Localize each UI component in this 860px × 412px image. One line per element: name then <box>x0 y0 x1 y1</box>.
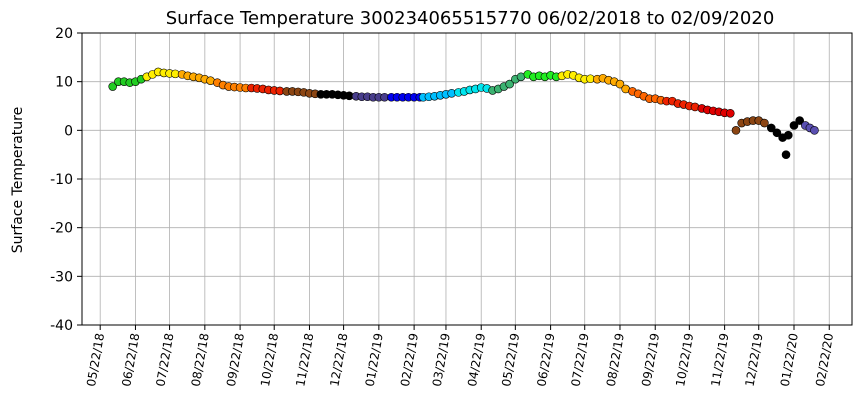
y-axis-label: Surface Temperature <box>10 107 26 253</box>
y-tick-label: 20 <box>55 26 73 42</box>
y-tick-label: -10 <box>50 172 73 188</box>
x-tick-label: 01/22/20 <box>778 332 801 388</box>
y-tick-label: 10 <box>55 75 73 91</box>
point <box>795 116 804 125</box>
y-tick-label: 0 <box>64 123 73 139</box>
point <box>810 126 819 135</box>
x-tick-label: 03/22/19 <box>430 332 453 388</box>
point <box>781 150 791 159</box>
plot-frame <box>81 32 853 326</box>
y-tick-label: -30 <box>50 269 73 285</box>
point <box>505 79 514 89</box>
x-tick-label: 12/22/18 <box>327 332 350 388</box>
point <box>789 121 799 130</box>
point <box>772 128 782 138</box>
y-tick-label: -20 <box>50 221 73 237</box>
x-tick-label: 09/22/19 <box>639 332 662 388</box>
point <box>726 109 735 118</box>
x-tick-label: 08/22/18 <box>189 332 212 388</box>
x-tick-label: 10/22/18 <box>258 332 281 388</box>
x-tick-label: 05/22/18 <box>84 332 107 388</box>
point <box>766 123 776 133</box>
x-tick-label: 09/22/18 <box>224 332 247 388</box>
chart-title: Surface Temperature 300234065515770 06/0… <box>166 8 775 29</box>
x-tick-label: 02/22/20 <box>813 332 836 388</box>
x-tick-label: 10/22/19 <box>673 332 696 388</box>
point <box>731 126 741 135</box>
x-tick-label: 07/22/19 <box>569 332 592 388</box>
x-tick-label: 08/22/19 <box>604 332 627 388</box>
x-tick-label: 02/22/19 <box>398 332 421 388</box>
x-tick-label: 06/22/18 <box>119 332 142 388</box>
x-tick-label: 07/22/18 <box>153 332 176 388</box>
x-tick-label: 01/22/19 <box>363 332 386 388</box>
x-tick-label: 06/22/19 <box>534 332 557 388</box>
point <box>784 130 793 140</box>
y-tick-label: -40 <box>50 318 73 334</box>
x-tick-label: 04/22/19 <box>465 332 488 388</box>
point <box>615 79 625 89</box>
x-tick-label: 12/22/19 <box>743 332 766 388</box>
point <box>108 82 118 91</box>
x-tick-label: 05/22/19 <box>499 332 522 388</box>
x-tick-label: 11/22/18 <box>293 332 316 388</box>
x-tick-label: 11/22/19 <box>708 332 731 388</box>
point <box>760 118 769 128</box>
